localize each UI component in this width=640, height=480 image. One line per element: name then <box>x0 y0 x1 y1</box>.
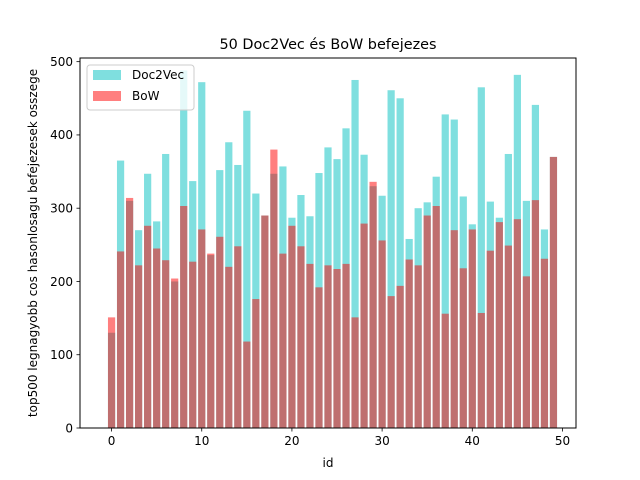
plot-frame <box>79 57 577 429</box>
bar-bow-37 <box>441 313 449 428</box>
bar-bow-21 <box>297 246 305 428</box>
bar-bow-24 <box>324 265 332 428</box>
bar-bow-4 <box>144 225 152 428</box>
legend-swatch-doc2vec <box>93 70 121 80</box>
bar-bow-7 <box>171 278 179 428</box>
bar-bow-30 <box>378 240 386 428</box>
bar-bow-39 <box>459 268 467 428</box>
bar-bow-17 <box>261 215 269 428</box>
x-tick-label: 30 <box>374 434 389 448</box>
x-tick-label: 20 <box>284 434 299 448</box>
bar-bow-12 <box>216 236 224 428</box>
legend-label-bow: BoW <box>132 89 160 103</box>
bar-bow-47 <box>531 200 540 428</box>
legend: Doc2Vec BoW <box>86 64 195 111</box>
bar-bow-10 <box>198 229 206 428</box>
bar-doc2vec-15 <box>243 110 251 428</box>
bar-doc2vec-31 <box>387 90 395 429</box>
x-tick-label: 0 <box>108 434 116 448</box>
bar-bow-26 <box>342 263 350 428</box>
y-axis-label: top500 legnagyobb cos hasonlosagu befeje… <box>26 69 40 417</box>
bar-bow-6 <box>162 260 170 428</box>
x-tick-label: 10 <box>194 434 209 448</box>
bar-bow-35 <box>423 215 431 428</box>
bar-bow-49 <box>549 156 558 428</box>
bar-doc2vec-37 <box>441 114 449 429</box>
bar-bow-42 <box>486 250 494 428</box>
bar-doc2vec-27 <box>351 79 359 428</box>
y-tick-label: 0 <box>65 421 73 435</box>
bar-bow-38 <box>450 230 458 428</box>
bar-bow-16 <box>252 299 260 428</box>
bar-bow-43 <box>495 222 503 428</box>
y-tick-label: 200 <box>50 275 73 289</box>
bar-bow-22 <box>306 263 314 428</box>
bar-bow-18 <box>270 149 278 428</box>
bar-bow-31 <box>387 296 395 428</box>
bar-bow-11 <box>207 253 215 428</box>
bar-bow-29 <box>369 181 377 428</box>
legend-swatch-bow <box>93 91 121 101</box>
bar-bow-9 <box>189 261 197 428</box>
bar-doc2vec-32 <box>396 98 404 429</box>
bar-bow-5 <box>153 248 161 428</box>
chart-title: 50 Doc2Vec és BoW befejezes <box>220 37 437 53</box>
bar-bow-20 <box>288 225 296 428</box>
x-tick-label: 40 <box>465 434 480 448</box>
bar-bow-23 <box>315 287 323 428</box>
bar-bow-19 <box>279 253 287 428</box>
bar-bow-8 <box>180 206 188 428</box>
x-axis-ticks: 0 10 20 30 40 50 <box>108 428 570 448</box>
bar-bow-25 <box>333 269 341 428</box>
bar-bow-48 <box>540 258 549 428</box>
y-tick-label: 500 <box>50 55 73 69</box>
bar-bow-33 <box>405 259 413 428</box>
y-tick-label: 100 <box>50 348 73 362</box>
bar-bow-14 <box>234 246 242 428</box>
bar-bow-36 <box>432 206 440 428</box>
bar-bow-3 <box>135 265 143 428</box>
y-tick-label: 400 <box>50 128 73 142</box>
bar-doc2vec-41 <box>477 87 485 428</box>
bow-bars <box>107 149 558 428</box>
bar-bow-32 <box>396 285 404 428</box>
bar-bow-40 <box>468 229 476 428</box>
bar-bow-46 <box>522 276 530 428</box>
y-axis-ticks: 0 100 200 300 400 500 <box>50 55 80 435</box>
bar-bow-41 <box>477 312 485 428</box>
bar-bow-45 <box>513 219 521 428</box>
bar-bow-15 <box>243 341 251 428</box>
legend-label-doc2vec: Doc2Vec <box>132 68 184 82</box>
bar-bow-34 <box>414 265 422 428</box>
bar-bow-0 <box>107 317 116 428</box>
bar-bow-1 <box>116 251 125 428</box>
x-tick-label: 50 <box>555 434 570 448</box>
y-tick-label: 300 <box>50 201 73 215</box>
bar-bow-2 <box>125 197 134 428</box>
x-axis-label: id <box>323 456 334 470</box>
bar-bow-27 <box>351 317 359 428</box>
bar-bow-13 <box>225 266 233 428</box>
bar-bow-28 <box>360 223 368 428</box>
bar-bow-44 <box>504 245 512 428</box>
